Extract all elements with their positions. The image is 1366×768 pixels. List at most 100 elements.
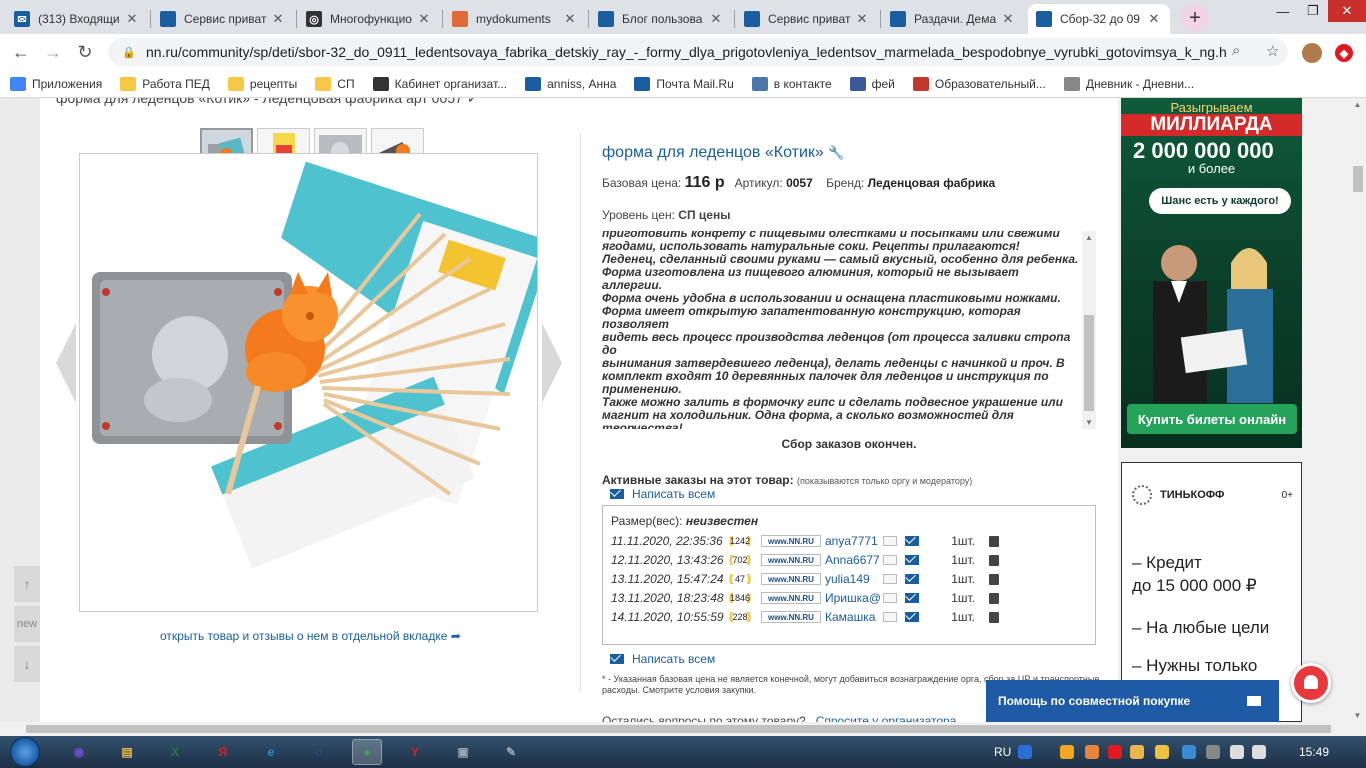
bookmark-item[interactable]: СП <box>315 76 355 91</box>
url-text[interactable]: nn.ru/community/sp/deti/sbor-32_do_0911_… <box>146 44 1226 60</box>
browser-tab[interactable]: mydokuments ✕ <box>444 4 586 34</box>
maximize-button[interactable]: ❐ <box>1307 3 1319 18</box>
description-scrollbar[interactable]: ▲ ▼ <box>1082 231 1096 429</box>
taskbar-app-icon[interactable]: ◌ <box>315 745 323 759</box>
bookmark-item[interactable]: Работа ПЕД <box>120 76 210 91</box>
forward-button[interactable]: → <box>44 41 62 62</box>
scroll-up-arrow-icon[interactable]: ▲ <box>1353 100 1362 109</box>
bookmark-item[interactable]: Дневник - Дневни... <box>1063 76 1194 91</box>
scroll-up-float[interactable]: ↑ <box>14 566 40 602</box>
tab-close-icon[interactable]: ✕ <box>710 11 722 26</box>
help-tray-icon[interactable] <box>1018 745 1032 759</box>
gallery-next-arrow[interactable] <box>540 323 564 403</box>
page-scroll-thumb[interactable] <box>1353 166 1363 192</box>
trash-icon[interactable] <box>989 592 999 604</box>
reload-button[interactable]: ↻ <box>77 41 93 62</box>
bookmark-item[interactable]: в контакте <box>751 76 832 91</box>
scroll-thumb[interactable] <box>1084 315 1094 411</box>
bookmark-item[interactable]: Кабинет организат... <box>372 76 507 91</box>
send-message-icon[interactable] <box>905 536 919 546</box>
taskbar-app-icon[interactable]: X <box>170 745 179 759</box>
lottery-ad[interactable]: Разыгрываем МИЛЛИАРДА 2 000 000 000 и бо… <box>1121 98 1302 448</box>
tab-close-icon[interactable]: ✕ <box>418 11 430 26</box>
order-username[interactable]: Anna6677 <box>825 553 880 567</box>
tab-close-icon[interactable]: ✕ <box>564 11 576 26</box>
new-tab-button[interactable]: + <box>1181 4 1209 32</box>
tray-app-icon[interactable] <box>1108 745 1122 759</box>
tab-close-icon[interactable]: ✕ <box>856 11 868 26</box>
send-message-icon[interactable] <box>905 593 919 603</box>
mail-icon[interactable] <box>883 574 897 584</box>
start-button[interactable] <box>10 737 40 767</box>
help-widget[interactable]: Помощь по совместной покупке <box>986 680 1279 722</box>
mail-icon[interactable] <box>883 593 897 603</box>
taskbar-app-icon[interactable]: ▤ <box>121 745 133 759</box>
browser-tab[interactable]: Раздачи. Дема ✕ <box>882 4 1024 34</box>
scroll-up-arrow-icon[interactable]: ▲ <box>1085 233 1093 242</box>
order-username[interactable]: yulia149 <box>825 572 870 586</box>
horizontal-scrollbar[interactable] <box>0 722 1366 736</box>
trash-icon[interactable] <box>989 535 999 547</box>
trash-icon[interactable] <box>989 554 999 566</box>
extension-icon[interactable]: ◆ <box>1335 44 1353 62</box>
bookmark-item[interactable]: Приложения <box>10 76 102 91</box>
mail-icon[interactable] <box>883 536 897 546</box>
send-message-icon[interactable] <box>905 555 919 565</box>
back-button[interactable]: ← <box>12 41 30 62</box>
gallery-prev-arrow[interactable] <box>54 323 78 403</box>
order-username[interactable]: Иришка@ <box>825 591 881 605</box>
bookmark-item[interactable]: anniss, Анна <box>525 76 616 91</box>
mail-icon[interactable] <box>883 612 897 622</box>
tray-app-icon[interactable] <box>1130 745 1144 759</box>
clock[interactable]: 15:49 <box>1299 745 1330 759</box>
tray-app-icon[interactable] <box>1060 745 1074 759</box>
order-username[interactable]: anya7771 <box>825 534 878 548</box>
open-product-link[interactable]: открыть товар и отзывы о нем в отдельной… <box>160 629 461 643</box>
scroll-down-arrow-icon[interactable]: ▼ <box>1085 418 1093 427</box>
notification-bell-icon[interactable] <box>1291 663 1331 703</box>
tray-app-icon[interactable] <box>1085 745 1099 759</box>
taskbar-app-icon[interactable]: Y <box>410 745 419 759</box>
bookmark-star-icon[interactable]: ☆ <box>1266 43 1280 60</box>
tray-app-icon[interactable] <box>1182 745 1196 759</box>
volume-icon[interactable] <box>1252 745 1266 759</box>
bookmark-item[interactable]: рецепты <box>227 76 297 91</box>
taskbar-app-icon[interactable]: e <box>267 745 275 759</box>
bookmark-item[interactable]: Почта Mail.Ru <box>634 76 734 91</box>
browser-tab[interactable]: ✉ (313) Входящи ✕ <box>6 4 148 34</box>
page-scrollbar[interactable]: ▲ ▼ <box>1349 98 1366 722</box>
buy-tickets-button[interactable]: Купить билеты онлайн <box>1127 404 1297 434</box>
scroll-down-arrow-icon[interactable]: ▼ <box>1353 711 1362 720</box>
browser-tab[interactable]: Сбор-32 до 09 ✕ <box>1028 4 1170 34</box>
order-username[interactable]: Камашка <box>825 610 876 624</box>
write-all-link-bottom[interactable]: Написать всем <box>610 652 715 666</box>
bookmark-item[interactable]: Образовательный... <box>912 76 1046 91</box>
browser-tab[interactable]: Сервис приват ✕ <box>736 4 878 34</box>
tab-close-icon[interactable]: ✕ <box>1002 11 1014 26</box>
product-title[interactable]: форма для леденцов «Котик» 🔧 <box>602 144 845 161</box>
tray-app-icon[interactable] <box>1155 745 1169 759</box>
product-main-image[interactable] <box>79 153 538 612</box>
tab-close-icon[interactable]: ✕ <box>126 11 138 26</box>
trash-icon[interactable] <box>989 573 999 585</box>
send-message-icon[interactable] <box>905 612 919 622</box>
address-bar[interactable]: 🔒 nn.ru/community/sp/deti/sbor-32_do_091… <box>108 38 1288 66</box>
send-message-icon[interactable] <box>905 574 919 584</box>
taskbar-app-icon[interactable]: ◉ <box>73 745 85 759</box>
browser-tab[interactable]: Сервис приват ✕ <box>152 4 294 34</box>
close-window-button[interactable]: ✕ <box>1328 0 1366 22</box>
browser-tab[interactable]: Блог пользова ✕ <box>590 4 732 34</box>
description-box[interactable]: приготовить конфету с пищевыми блестками… <box>602 231 1096 429</box>
mail-icon[interactable] <box>883 555 897 565</box>
write-all-link[interactable]: Написать всем <box>610 487 715 501</box>
taskbar-app-icon[interactable]: ▣ <box>457 745 469 759</box>
wrench-icon[interactable]: 🔧 <box>828 145 845 160</box>
bank-ad[interactable]: ТИНЬКОФФ 0+ – Кредит до 15 000 000 ₽ – Н… <box>1121 462 1302 722</box>
taskbar-app-icon[interactable]: Я <box>218 745 228 759</box>
browser-tab[interactable]: ◎ Многофункцио ✕ <box>298 4 440 34</box>
bookmark-item[interactable]: фей <box>849 76 895 91</box>
network-icon[interactable] <box>1230 745 1244 759</box>
taskbar-app-icon[interactable]: ● <box>352 739 382 765</box>
tab-close-icon[interactable]: ✕ <box>1148 11 1160 26</box>
tab-close-icon[interactable]: ✕ <box>272 11 284 26</box>
